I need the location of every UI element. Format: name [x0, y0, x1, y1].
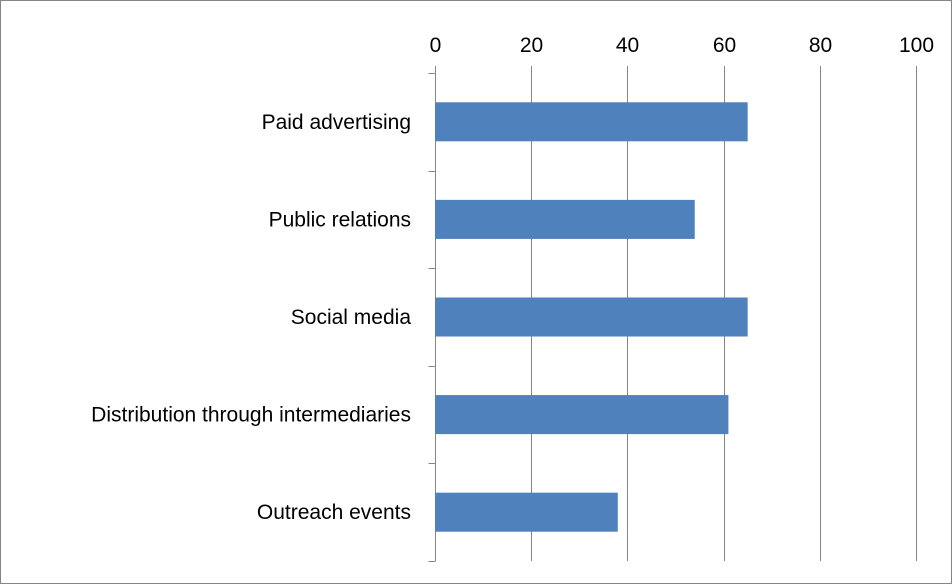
- category-label: Public relations: [269, 208, 411, 231]
- bar-public-relations: [435, 199, 695, 239]
- x-tick-label: 100: [899, 34, 934, 57]
- x-tick-label: 60: [713, 34, 736, 57]
- category-label: Paid advertising: [262, 111, 411, 134]
- x-tick-label: 20: [520, 34, 543, 57]
- bar-outreach-events: [435, 492, 618, 532]
- bars: [435, 102, 748, 532]
- category-labels: Paid advertising Public relations Social m…: [91, 111, 411, 524]
- x-tick-label: 0: [430, 34, 442, 57]
- x-tick-label: 80: [809, 34, 832, 57]
- category-label: Social media: [291, 306, 412, 329]
- category-label: Outreach events: [257, 501, 411, 524]
- x-tick-labels: 0 20 40 60 80 100: [430, 34, 934, 57]
- bar-distribution-through-intermediaries: [435, 395, 729, 435]
- bar-paid-advertising: [435, 102, 748, 142]
- category-label: Distribution through intermediaries: [91, 404, 411, 427]
- bar-social-media: [435, 297, 748, 337]
- x-tick-label: 40: [616, 34, 639, 57]
